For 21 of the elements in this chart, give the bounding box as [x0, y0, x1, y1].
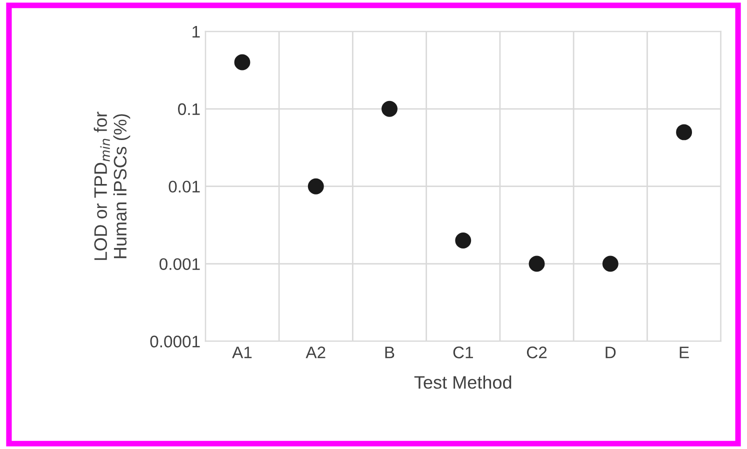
y-tick-label: 0.1: [178, 103, 200, 116]
x-tick-label: D: [606, 346, 616, 358]
point: [602, 256, 618, 272]
y-tick-label: 0.001: [160, 258, 200, 270]
x-axis-title: Test Method: [414, 376, 512, 389]
point: [528, 256, 545, 272]
point: [234, 54, 250, 70]
point: [455, 232, 472, 248]
x-tick-label: C1: [453, 346, 473, 358]
x-tick-label: E: [680, 346, 689, 358]
point: [676, 124, 692, 140]
x-tick-label: C2: [526, 346, 547, 358]
x-tick-label: A2: [306, 346, 326, 358]
y-tick-label: 0.01: [168, 180, 200, 193]
x-tick-label: B: [385, 346, 394, 358]
y-tick-label: 0.0001: [150, 336, 200, 348]
point: [308, 178, 324, 194]
y-tick-label: 1: [192, 26, 200, 38]
x-tick-label: A1: [232, 346, 252, 358]
point: [382, 100, 398, 117]
y-axis-title: LOD or TPD$_{min}$ for Human iPSCs (%): [94, 112, 130, 260]
